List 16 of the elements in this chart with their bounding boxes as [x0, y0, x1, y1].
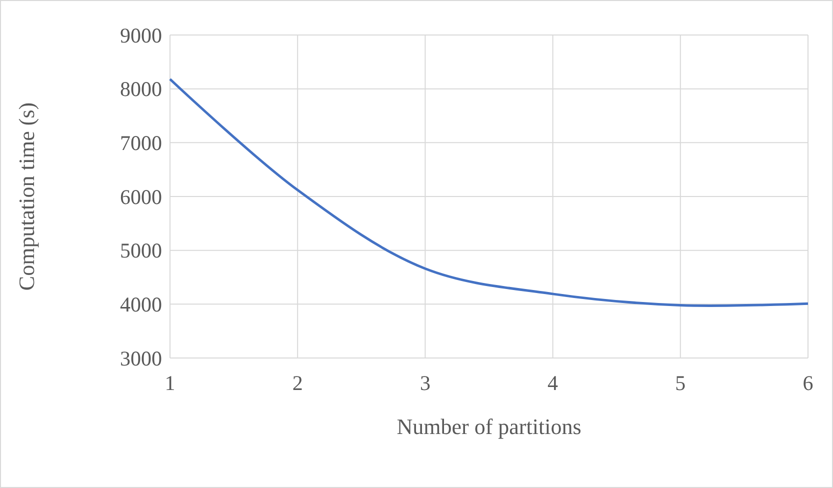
y-tick-label: 7000 — [120, 131, 162, 156]
y-tick-label: 4000 — [120, 292, 162, 317]
x-tick-label: 4 — [548, 371, 559, 395]
x-tick-label: 1 — [164, 371, 176, 395]
x-tick-label: 5 — [675, 371, 686, 395]
x-axis-title: Number of partitions — [396, 414, 582, 439]
y-tick-label: 6000 — [120, 184, 162, 209]
x-tick-label: 3 — [420, 371, 430, 395]
line-series — [168, 78, 810, 307]
y-tick-label: 8000 — [120, 77, 162, 102]
y-axis-title: Computation time (s) — [14, 102, 39, 291]
y-tick-label: 3000 — [120, 346, 162, 370]
x-tick-label: 6 — [802, 371, 814, 395]
y-tick-label: 5000 — [120, 238, 162, 263]
x-tick-label: 2 — [292, 371, 303, 395]
y-tick-label: 9000 — [120, 23, 162, 48]
